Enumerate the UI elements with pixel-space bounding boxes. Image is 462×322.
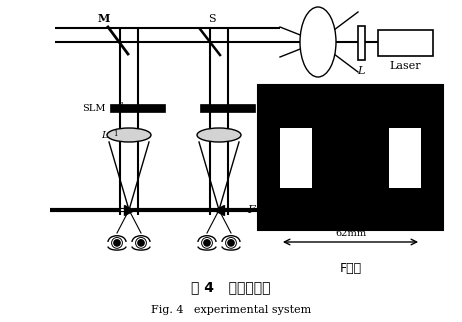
Text: 1: 1 (113, 130, 117, 138)
Text: F光阀: F光阀 (340, 262, 362, 275)
Text: F: F (247, 205, 255, 215)
Text: 62mm: 62mm (335, 229, 366, 238)
Text: L: L (357, 66, 365, 76)
Circle shape (138, 240, 144, 246)
Text: Laser: Laser (389, 61, 421, 71)
Text: SLM: SLM (257, 103, 280, 112)
Text: L: L (267, 130, 274, 139)
Bar (378, 30, 433, 56)
Text: Fig. 4   experimental system: Fig. 4 experimental system (151, 305, 311, 315)
Bar (110, 104, 165, 112)
Text: SLM: SLM (83, 103, 106, 112)
Text: S: S (208, 14, 216, 24)
Ellipse shape (300, 7, 336, 77)
Circle shape (204, 240, 210, 246)
Text: M: M (98, 13, 110, 24)
Bar (258, 85, 443, 230)
Circle shape (114, 240, 120, 246)
Text: 图 4   实验系统图: 图 4 实验系统图 (191, 280, 271, 294)
Ellipse shape (197, 128, 241, 142)
Text: L: L (102, 130, 108, 139)
Ellipse shape (107, 128, 151, 142)
Text: 2: 2 (270, 102, 275, 110)
Bar (200, 104, 255, 112)
Circle shape (228, 240, 234, 246)
Bar (280, 128, 312, 187)
Bar (358, 26, 365, 60)
Bar (389, 128, 421, 187)
Text: 2: 2 (272, 130, 276, 138)
Text: 1: 1 (120, 102, 124, 110)
